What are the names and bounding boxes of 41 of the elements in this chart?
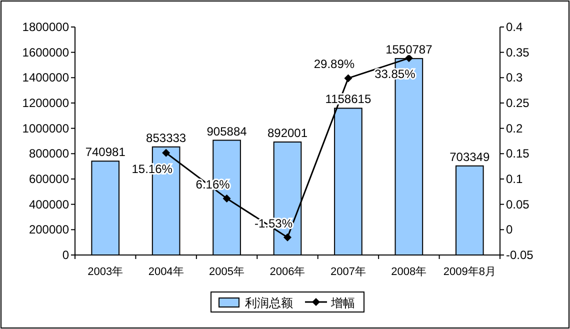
x-tick-label: 2007年 — [330, 266, 366, 278]
data-label: 1550787 — [386, 42, 433, 57]
y2-tick-label: 0 — [506, 222, 513, 237]
x-tick-label: 2008年 — [391, 266, 427, 278]
legend-label: 利润总额 — [245, 296, 293, 310]
y-tick-label: 1400000 — [22, 70, 70, 85]
y2-tick-label: 0.05 — [506, 197, 530, 212]
y2-tick-label: 0.4 — [506, 20, 524, 34]
y-tick-label: 1200000 — [22, 96, 70, 110]
y-tick-label: 600000 — [28, 172, 70, 186]
y2-tick-label: 0.15 — [506, 146, 530, 161]
data-label: 29.89% — [314, 57, 355, 72]
y2-tick-label: 0.25 — [506, 96, 530, 110]
y2-tick-label: 0.3 — [506, 70, 524, 85]
y-tick-label: 0 — [62, 248, 70, 262]
y2-tick-label: 0.35 — [506, 45, 530, 60]
data-label: 703349 — [450, 150, 490, 164]
x-tick-label: 2009年8月 — [443, 266, 496, 278]
point — [284, 233, 292, 242]
data-label: 853333 — [146, 130, 186, 145]
x-tick-label: 2006年 — [270, 266, 306, 278]
y-tick-label: 1600000 — [22, 45, 70, 60]
point — [344, 74, 352, 82]
point — [162, 148, 170, 157]
data-label: 740981 — [85, 145, 126, 160]
x-tick-label: 2004年 — [148, 266, 184, 278]
point — [404, 54, 413, 62]
y2-tick-label: 0.2 — [506, 121, 524, 136]
legend-label: 增幅 — [330, 296, 355, 310]
y-tick-label: 1000000 — [22, 121, 70, 136]
y2-tick-label: -0.05 — [506, 248, 534, 262]
y-tick-label: 1800000 — [22, 20, 70, 34]
x-tick-label: 2005年 — [209, 266, 245, 278]
y-tick-label: 200000 — [28, 222, 70, 237]
y-tick-label: 400000 — [28, 197, 70, 212]
data-label: 905884 — [206, 124, 248, 138]
point — [222, 194, 231, 202]
data-label: 892001 — [267, 126, 308, 140]
x-tick-label: 2003年 — [88, 266, 124, 278]
y2-tick-label: 0.1 — [506, 172, 524, 186]
y-tick-label: 800000 — [28, 146, 70, 161]
